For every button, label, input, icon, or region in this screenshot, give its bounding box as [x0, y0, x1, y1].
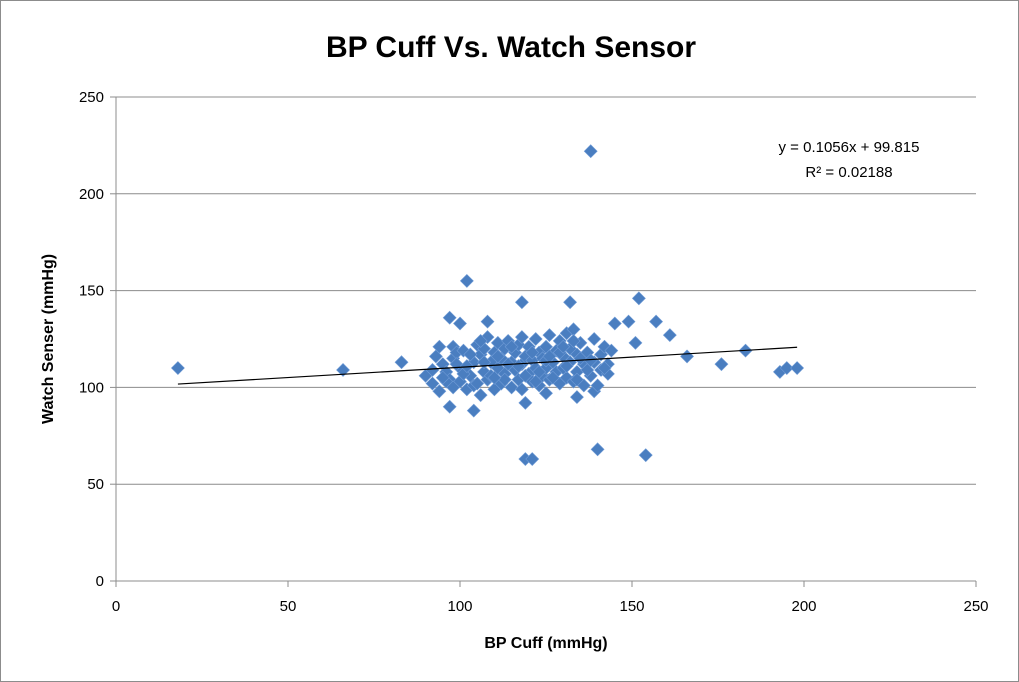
x-tick-labels: 0 50 100 150 200 250	[112, 598, 989, 615]
data-points	[170, 144, 805, 466]
data-point	[604, 343, 619, 358]
data-point	[490, 349, 505, 364]
data-point	[559, 359, 574, 374]
y-tick-label: 0	[96, 573, 104, 590]
data-point	[514, 382, 529, 397]
data-point	[545, 370, 560, 385]
x-tick-label: 0	[112, 598, 120, 615]
data-point	[790, 361, 805, 375]
data-point	[597, 361, 612, 375]
data-point	[607, 316, 622, 331]
data-point	[453, 316, 467, 331]
data-point	[518, 395, 533, 410]
data-point	[525, 452, 540, 466]
data-point	[570, 390, 584, 405]
axes	[110, 96, 977, 587]
data-point	[446, 380, 461, 395]
data-point	[528, 332, 543, 346]
data-point	[435, 370, 450, 385]
data-point	[504, 380, 519, 395]
trendline	[177, 346, 798, 385]
data-point	[662, 328, 677, 343]
data-point	[680, 349, 694, 364]
x-tick-label: 50	[280, 598, 297, 615]
y-tick-label: 150	[79, 283, 104, 300]
data-point	[525, 345, 540, 360]
data-point	[466, 403, 481, 418]
data-point	[463, 347, 478, 362]
trendline-equation: y = 0.1056x + 99.815	[779, 139, 920, 156]
x-tick-label: 200	[791, 598, 816, 615]
data-point	[336, 363, 350, 377]
data-point	[779, 361, 794, 375]
data-point	[480, 314, 495, 329]
data-point	[459, 273, 474, 288]
data-point	[566, 334, 581, 348]
data-point	[442, 310, 457, 325]
data-point	[514, 295, 529, 310]
x-tick-label: 250	[963, 598, 988, 615]
y-axis-title: Watch Senser (mmHg)	[40, 254, 57, 424]
data-point	[621, 314, 636, 329]
data-point	[587, 332, 602, 346]
data-point	[487, 370, 502, 385]
data-point	[556, 339, 571, 354]
chart-title: BP Cuff Vs. Watch Sensor	[326, 31, 696, 64]
trendline-group	[177, 346, 798, 385]
y-tick-label: 50	[87, 476, 104, 493]
data-point	[425, 363, 440, 377]
data-point	[518, 368, 533, 383]
data-point	[628, 335, 643, 350]
data-point	[470, 376, 485, 391]
data-point	[573, 351, 588, 366]
data-point	[649, 314, 664, 329]
trendline-r-squared: R² = 0.02188	[805, 164, 892, 181]
data-point	[170, 361, 185, 375]
x-axis-title: BP Cuff (mmHg)	[484, 635, 607, 652]
data-point	[394, 355, 409, 370]
data-point	[590, 378, 605, 393]
data-point	[514, 330, 529, 344]
x-tick-label: 150	[619, 598, 644, 615]
data-point	[631, 291, 646, 306]
data-point	[504, 339, 519, 354]
data-point	[425, 376, 440, 391]
y-tick-label: 200	[79, 186, 104, 203]
data-point	[590, 442, 605, 457]
data-point	[542, 328, 557, 343]
data-point	[570, 372, 584, 387]
data-point	[563, 295, 578, 310]
data-point	[583, 144, 598, 159]
data-point	[638, 448, 653, 463]
data-point	[442, 399, 457, 414]
data-point	[473, 388, 488, 403]
data-point	[432, 384, 447, 399]
data-point	[432, 339, 447, 354]
data-point	[459, 359, 474, 374]
x-tick-label: 100	[447, 598, 472, 615]
gridlines	[116, 96, 976, 485]
y-tick-label: 100	[79, 379, 104, 396]
y-tick-label: 250	[79, 89, 104, 106]
data-point	[542, 349, 557, 364]
y-tick-labels: 0 50 100 150 200 250	[79, 89, 104, 590]
data-point	[473, 334, 488, 348]
data-point	[539, 386, 553, 401]
data-point	[528, 374, 543, 389]
data-point	[714, 357, 729, 372]
data-point	[583, 353, 598, 368]
